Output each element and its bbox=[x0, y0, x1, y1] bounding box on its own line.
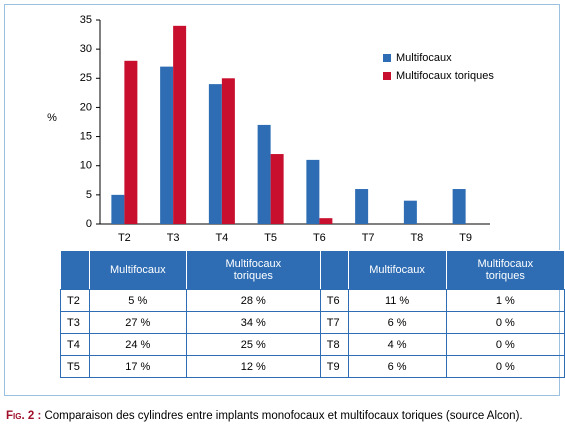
x-tick-label: T6 bbox=[313, 232, 326, 244]
table-cell: 12 % bbox=[185, 355, 321, 378]
table-row: T4 24 % 25 % T8 4 % 0 % bbox=[60, 333, 565, 356]
table-cell: T2 bbox=[60, 289, 90, 312]
table-cell: 5 % bbox=[88, 289, 187, 312]
table-cell: T4 bbox=[60, 333, 90, 356]
y-tick-label: 20 bbox=[80, 101, 92, 113]
table-cell: 24 % bbox=[88, 333, 187, 356]
x-tick-label: T3 bbox=[167, 232, 180, 244]
table-cell: 34 % bbox=[185, 311, 321, 334]
x-tick-label: T5 bbox=[264, 232, 277, 244]
table-cell: 11 % bbox=[347, 289, 447, 312]
bar bbox=[221, 78, 235, 225]
x-tick-label: T4 bbox=[215, 232, 228, 244]
y-tick-label: 5 bbox=[86, 189, 92, 201]
data-table: Multifocaux Multifocaux toriques Multifoca… bbox=[60, 250, 565, 378]
y-tick-label: 30 bbox=[80, 43, 92, 55]
bar bbox=[403, 200, 417, 224]
figure-frame bbox=[4, 4, 560, 396]
bar bbox=[160, 66, 174, 224]
legend-swatch bbox=[383, 54, 391, 62]
header-cell: Multifocaux toriques bbox=[445, 250, 565, 290]
bar bbox=[257, 124, 271, 224]
table-cell: 25 % bbox=[185, 333, 321, 356]
legend-swatch bbox=[383, 72, 391, 80]
header-cell bbox=[60, 250, 90, 290]
bar bbox=[111, 194, 125, 224]
table-cell: 6 % bbox=[347, 355, 447, 378]
y-tick-label: 35 bbox=[80, 14, 92, 26]
x-tick-label: T2 bbox=[118, 232, 131, 244]
table-cell: T8 bbox=[319, 333, 349, 356]
caption-text: Comparaison des cylindres entre implants… bbox=[44, 410, 523, 422]
bar bbox=[355, 189, 369, 224]
caption-label: Fig. 2 : bbox=[6, 410, 42, 422]
table-cell: T9 bbox=[319, 355, 349, 378]
bar bbox=[306, 159, 320, 224]
header-cell: Multifocaux bbox=[88, 250, 187, 290]
bar bbox=[124, 60, 138, 224]
chart: % 0 5 10 15 20 25 30 35 T2 T3 T4 T5 T6 T7 T8 T9 Multifoc… bbox=[47, 14, 494, 244]
table-cell: 1 % bbox=[445, 289, 565, 312]
legend-label: Multifocaux bbox=[396, 52, 452, 64]
table-cell: T3 bbox=[60, 311, 90, 334]
bar bbox=[173, 25, 187, 225]
x-tick-label: T7 bbox=[362, 232, 375, 244]
legend-label: Multifocaux toriques bbox=[396, 70, 494, 82]
y-tick-label: 25 bbox=[80, 72, 92, 84]
table-cell: T7 bbox=[319, 311, 349, 334]
table-cell: 4 % bbox=[347, 333, 447, 356]
bar bbox=[319, 218, 333, 224]
bar bbox=[208, 84, 222, 224]
table-cell: 0 % bbox=[445, 355, 565, 378]
table-cell: T6 bbox=[319, 289, 349, 312]
header-cell bbox=[319, 250, 349, 290]
bar bbox=[270, 154, 284, 224]
table-cell: T5 bbox=[60, 355, 90, 378]
table-cell: 0 % bbox=[445, 333, 565, 356]
table-cell: 6 % bbox=[347, 311, 447, 334]
x-tick-label: T9 bbox=[459, 232, 472, 244]
table-row: T2 5 % 28 % T6 11 % 1 % bbox=[60, 289, 565, 312]
table-row: T3 27 % 34 % T7 6 % 0 % bbox=[60, 311, 565, 334]
y-tick-label: 0 bbox=[86, 218, 92, 230]
x-tick-label: T8 bbox=[410, 232, 423, 244]
table-row: T5 17 % 12 % T9 6 % 0 % bbox=[60, 355, 565, 378]
bar bbox=[452, 189, 466, 224]
header-cell: Multifocaux toriques bbox=[185, 250, 321, 290]
y-tick-label: 15 bbox=[80, 130, 92, 142]
y-axis-label: % bbox=[47, 112, 57, 124]
table-cell: 17 % bbox=[88, 355, 187, 378]
table-cell: 27 % bbox=[88, 311, 187, 334]
header-row: Multifocaux Multifocaux toriques Multifoca… bbox=[60, 250, 565, 290]
table-cell: 0 % bbox=[445, 311, 565, 334]
caption: Fig. 2 : Comparaison des cylindres entre… bbox=[6, 410, 523, 422]
y-tick-label: 10 bbox=[80, 160, 92, 172]
table-cell: 28 % bbox=[185, 289, 321, 312]
header-cell: Multifocaux bbox=[347, 250, 447, 290]
